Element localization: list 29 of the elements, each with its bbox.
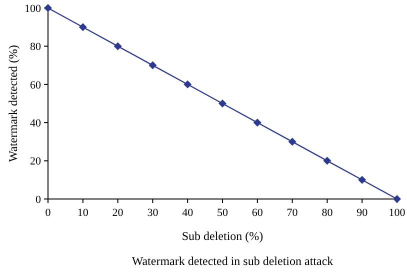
y-tick-label: 80 [30,41,42,54]
x-tick-label: 60 [252,207,264,219]
x-axis-title: Sub deletion (%) [182,229,264,243]
y-tick-label: 60 [30,79,42,92]
point [78,23,87,32]
point [114,42,122,50]
x-tick-label: 80 [322,207,334,219]
y-tick-label: 20 [30,156,42,168]
x-tick-label: 40 [182,207,194,219]
y-tick-label: 40 [30,117,42,130]
y-axis-title: Watermark detected (%) [6,45,20,162]
point [253,118,262,127]
x-tick-label: 90 [356,207,368,219]
x-tick-label: 10 [77,207,89,219]
point [323,156,332,165]
x-tick-label: 70 [286,207,298,219]
point [148,61,157,70]
x-tick-label: 0 [45,207,52,219]
x-tick-label: 50 [217,207,228,219]
point [288,138,296,146]
point [218,100,226,108]
text: Watermark detected in sub deletion attack [132,254,334,268]
y-tick-label: 100 [24,2,42,15]
x-tick-label: 20 [112,207,124,219]
point [184,80,192,88]
point [358,176,366,184]
y-tick-label: 0 [36,194,42,206]
x-tick-label: 100 [388,207,406,219]
x-tick-label: 30 [147,207,159,219]
